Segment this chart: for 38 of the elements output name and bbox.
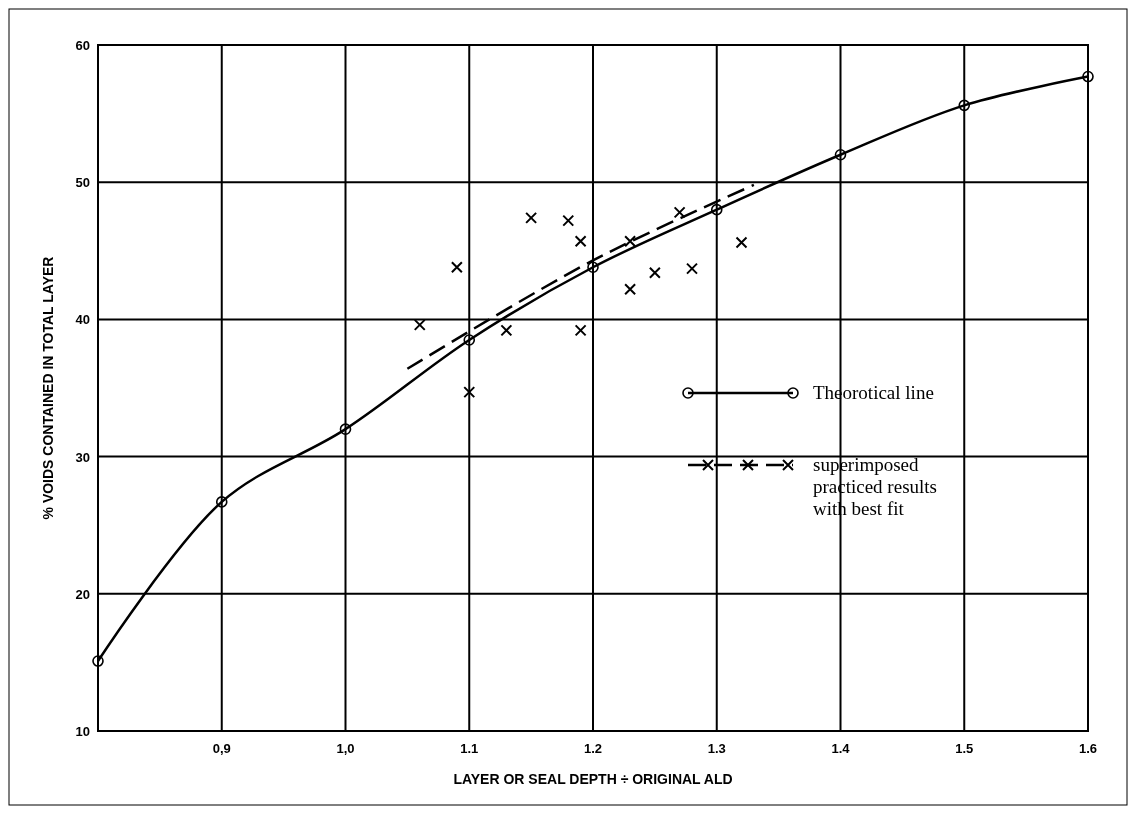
x-tick-label: 1.2	[583, 741, 603, 756]
point	[710, 203, 723, 216]
x-tick-label: 1.6	[1078, 741, 1098, 756]
x-tick-label: 1.1	[460, 741, 479, 756]
point	[500, 324, 513, 337]
y-tick-label: 50	[75, 175, 90, 191]
y-axis-title: % VOIDS CONTAINED IN TOTAL LAYER	[40, 256, 56, 520]
point	[735, 236, 748, 249]
point	[574, 324, 587, 337]
x-axis-title: LAYER OR SEAL DEPTH ÷ ORIGINAL ALD	[453, 771, 733, 787]
point	[587, 261, 599, 274]
y-tick-label: 30	[75, 449, 90, 465]
point	[574, 235, 587, 248]
x-tick-label: 1.5	[955, 741, 974, 756]
point	[463, 334, 476, 346]
point	[958, 99, 971, 112]
point	[834, 148, 847, 161]
point	[562, 214, 575, 227]
y-tick-label: 20	[75, 586, 90, 602]
x-tick-label: 0,9	[212, 741, 231, 756]
y-tick-label: 10	[75, 724, 90, 739]
point	[339, 423, 352, 435]
point	[525, 211, 538, 224]
point	[673, 206, 686, 219]
point	[624, 283, 637, 296]
x-tick-label: 1,0	[336, 741, 355, 756]
y-tick-label: 60	[75, 38, 90, 53]
point	[648, 266, 661, 279]
point	[624, 235, 637, 248]
point	[463, 386, 476, 399]
x-tick-label: 1.3	[707, 741, 726, 756]
y-tick-label: 40	[75, 312, 90, 328]
point	[92, 655, 104, 667]
point	[450, 261, 463, 274]
x-tick-label: 1.4	[831, 741, 851, 756]
point	[1082, 70, 1094, 83]
point	[215, 496, 228, 508]
point	[686, 262, 698, 275]
